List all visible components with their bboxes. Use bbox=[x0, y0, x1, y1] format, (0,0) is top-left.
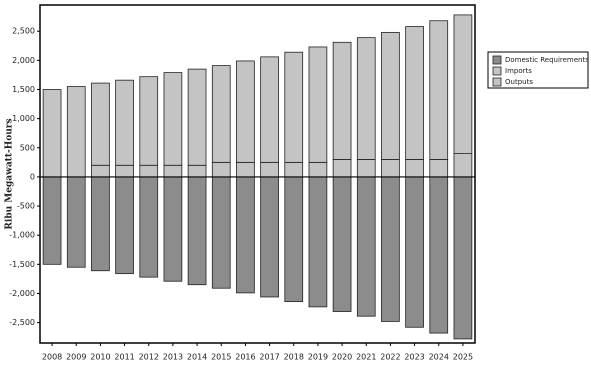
bar-segment bbox=[284, 51, 304, 163]
legend-swatch bbox=[492, 77, 502, 87]
y-tick-label: -1,000 bbox=[9, 231, 35, 240]
bar-segment bbox=[139, 176, 159, 278]
x-tick-label: 2010 bbox=[90, 353, 110, 362]
bar-segment bbox=[356, 37, 376, 160]
bar-segment bbox=[139, 76, 159, 166]
bar-segment bbox=[42, 176, 62, 265]
x-tick-label: 2015 bbox=[211, 353, 231, 362]
x-tick-label: 2018 bbox=[284, 353, 304, 362]
bar-segment bbox=[187, 164, 207, 178]
x-tick-label: 2019 bbox=[308, 353, 328, 362]
bar-segment bbox=[211, 161, 231, 178]
x-tick-label: 2013 bbox=[163, 353, 183, 362]
x-tick-label: 2025 bbox=[453, 353, 473, 362]
legend-box bbox=[487, 51, 589, 89]
bar-segment bbox=[260, 56, 279, 163]
bar-segment bbox=[332, 176, 352, 312]
bar-segment bbox=[236, 60, 255, 163]
bar-segment bbox=[453, 153, 473, 178]
bar-segment bbox=[187, 68, 207, 166]
bar-segment bbox=[91, 164, 110, 178]
legend-swatch bbox=[492, 66, 502, 76]
bar-segment bbox=[381, 176, 400, 322]
y-tick-label: 500 bbox=[20, 143, 35, 152]
bar-segment bbox=[284, 176, 304, 303]
bar-segment bbox=[139, 164, 159, 178]
bar-segment bbox=[381, 159, 400, 178]
bar-segment bbox=[453, 14, 473, 155]
bar-segment bbox=[115, 176, 134, 275]
x-tick-label: 2024 bbox=[429, 353, 449, 362]
legend-label: Domestic Requirements bbox=[505, 56, 589, 64]
x-tick-label: 2014 bbox=[187, 353, 207, 362]
bar-segment bbox=[42, 89, 62, 178]
y-tick-label: -1,500 bbox=[9, 260, 35, 269]
bar-segment bbox=[91, 176, 110, 272]
y-tick-label: 0 bbox=[30, 172, 35, 181]
bar-segment bbox=[405, 26, 424, 160]
plot-frame bbox=[39, 4, 476, 344]
bar-segment bbox=[91, 82, 110, 166]
bar-segment bbox=[405, 159, 424, 178]
y-tick-label: 1,500 bbox=[12, 85, 35, 94]
bar-segment bbox=[260, 161, 279, 178]
bar-segment bbox=[308, 176, 328, 308]
x-tick-label: 2011 bbox=[114, 353, 134, 362]
bar-segment bbox=[163, 164, 183, 178]
x-tick-label: 2016 bbox=[235, 353, 255, 362]
bar-segment bbox=[211, 176, 231, 289]
bar-segment bbox=[429, 20, 449, 160]
x-tick-label: 2023 bbox=[404, 353, 424, 362]
y-tick-label: -2,000 bbox=[9, 289, 35, 298]
bar-segment bbox=[115, 79, 134, 166]
x-tick-label: 2022 bbox=[380, 353, 400, 362]
y-tick-label: -500 bbox=[17, 202, 35, 211]
bar-segment bbox=[453, 176, 473, 340]
bar-segment bbox=[163, 176, 183, 282]
bar-segment bbox=[211, 65, 231, 163]
y-tick-label: -2,500 bbox=[9, 318, 35, 327]
bar-segment bbox=[66, 176, 86, 268]
bar-segment bbox=[356, 159, 376, 178]
y-tick-label: 2,500 bbox=[12, 27, 35, 36]
bar-segment bbox=[332, 41, 352, 160]
bar-segment bbox=[356, 176, 376, 317]
x-tick-label: 2008 bbox=[42, 353, 62, 362]
legend-label: Imports bbox=[505, 67, 532, 75]
x-tick-label: 2009 bbox=[66, 353, 86, 362]
bar-segment bbox=[308, 161, 328, 178]
y-tick-label: 2,000 bbox=[12, 56, 35, 65]
legend-label: Outputs bbox=[505, 78, 533, 86]
bar-segment bbox=[187, 176, 207, 286]
bar-segment bbox=[308, 46, 328, 163]
bar-segment bbox=[332, 159, 352, 178]
y-axis-label: Ribu Megawatt-Hours bbox=[5, 118, 15, 229]
bar-segment bbox=[236, 161, 255, 178]
legend-swatch bbox=[492, 55, 502, 65]
bar-segment bbox=[429, 176, 449, 334]
bar-segment bbox=[429, 159, 449, 178]
bar-segment bbox=[66, 86, 86, 178]
y-tick-label: 1,000 bbox=[12, 114, 35, 123]
bar-segment bbox=[260, 176, 279, 298]
x-tick-label: 2021 bbox=[356, 353, 376, 362]
x-tick-label: 2012 bbox=[139, 353, 159, 362]
bar-segment bbox=[405, 176, 424, 328]
bar-segment bbox=[236, 176, 255, 294]
bar-segment bbox=[163, 72, 183, 166]
bar-segment bbox=[381, 31, 400, 160]
bar-segment bbox=[115, 164, 134, 178]
x-tick-label: 2017 bbox=[259, 353, 279, 362]
bar-segment bbox=[284, 161, 304, 178]
x-tick-label: 2020 bbox=[332, 353, 352, 362]
